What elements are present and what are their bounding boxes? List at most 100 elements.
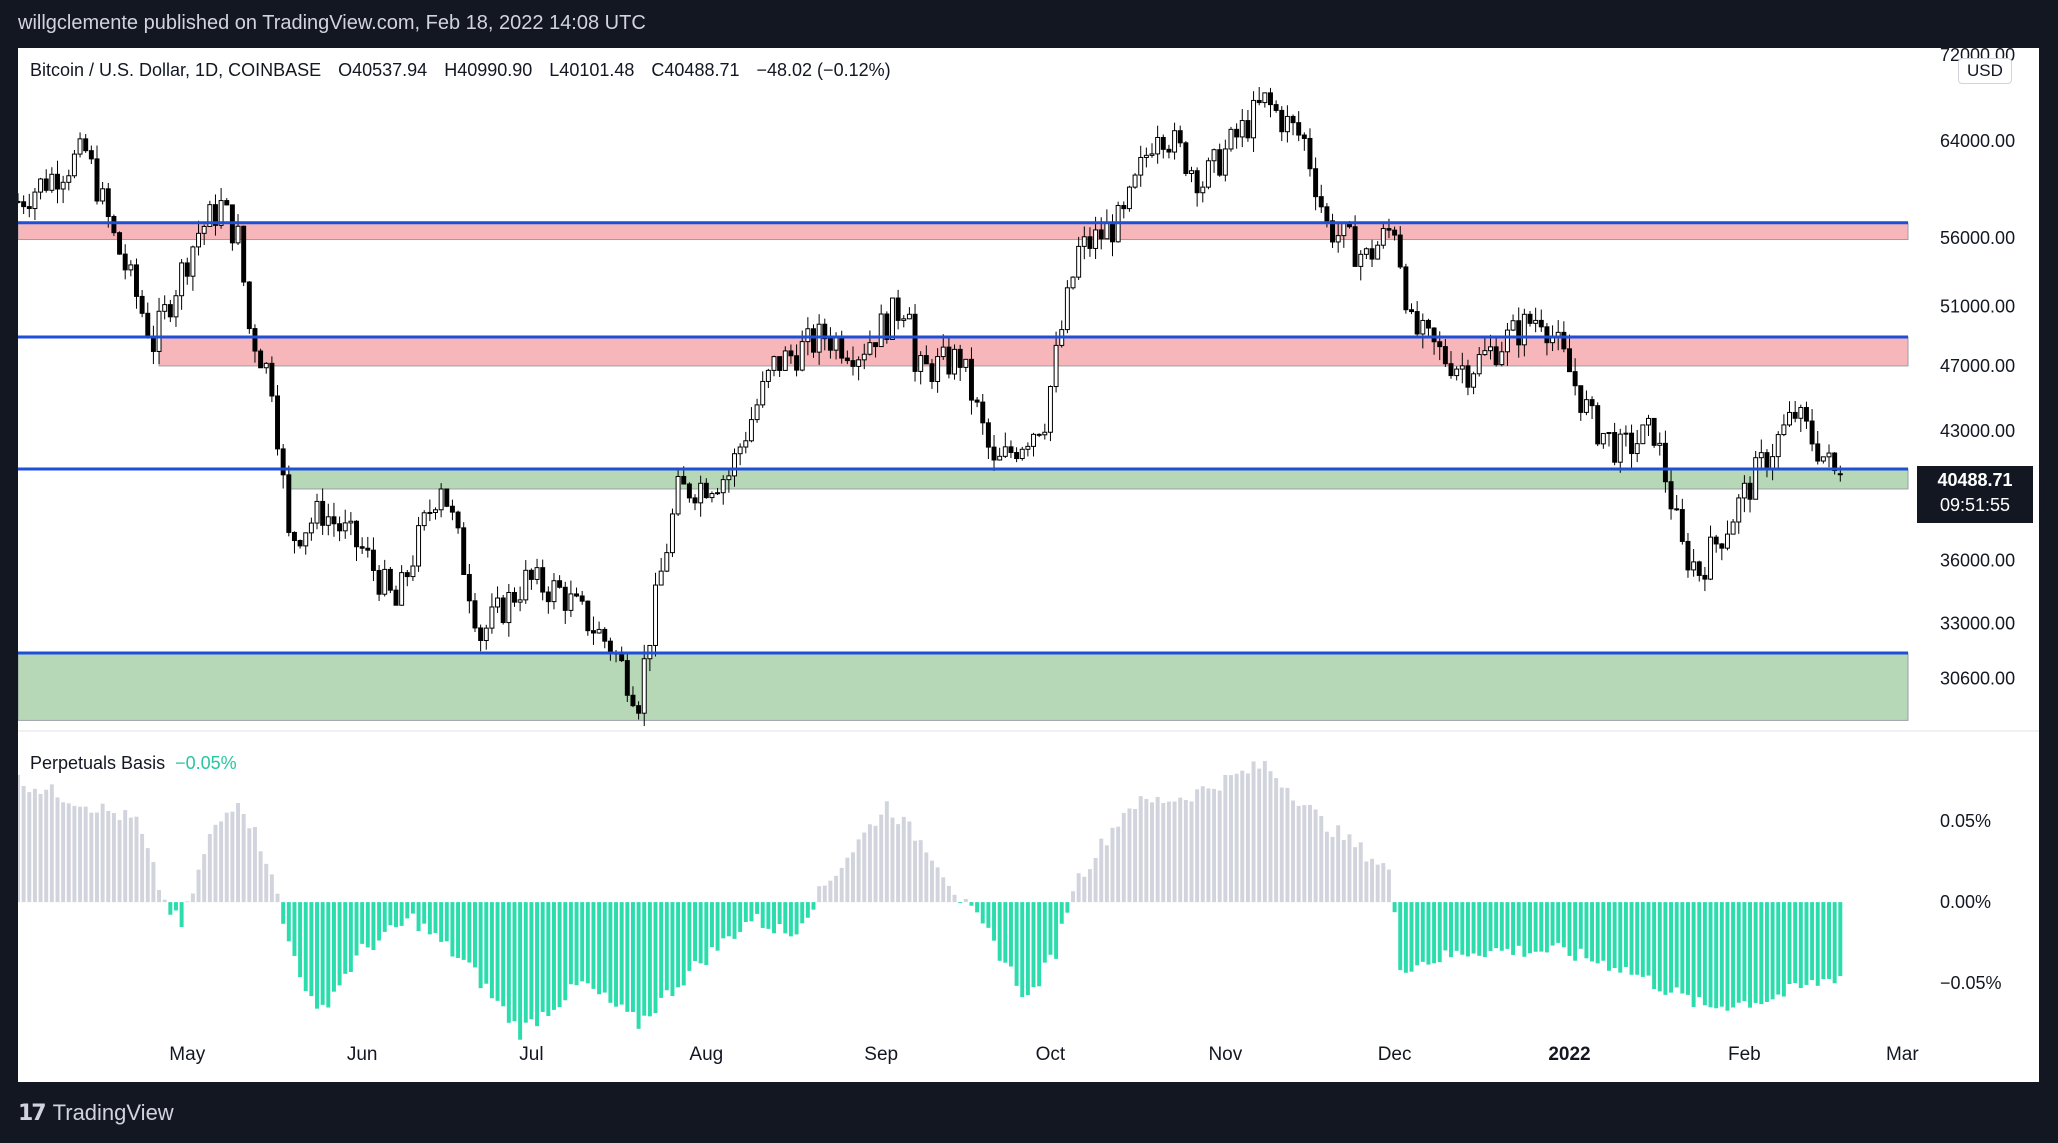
candle-body xyxy=(1425,319,1431,329)
candle xyxy=(1183,141,1189,177)
basis-bar xyxy=(337,902,342,986)
candle-body xyxy=(1273,104,1279,111)
candle xyxy=(303,532,309,555)
basis-bar xyxy=(1398,902,1403,971)
candle xyxy=(1126,185,1132,212)
basis-bar xyxy=(145,848,150,903)
candle-body xyxy=(1454,368,1460,377)
candle-body xyxy=(884,313,890,340)
basis-bar xyxy=(783,902,788,934)
basis-bar xyxy=(1082,876,1087,903)
chart-container[interactable]: 72000.00 64000.00 56000.00 51000.00 47000.00… xyxy=(18,48,2039,1082)
candle xyxy=(1138,145,1144,187)
footer-brand[interactable]: 17 TradingView xyxy=(18,1100,174,1126)
basis-bar xyxy=(1189,801,1194,903)
candle xyxy=(771,355,777,377)
basis-bar xyxy=(1499,902,1504,951)
candle xyxy=(1747,476,1753,513)
candle-body xyxy=(1014,452,1020,460)
price-chart-svg[interactable]: 72000.0064000.0056000.0051000.0047000.00… xyxy=(18,48,2039,1082)
indicator-legend[interactable]: Perpetuals Basis −0.05% xyxy=(30,753,237,774)
candle xyxy=(196,220,202,256)
candle-body xyxy=(748,419,754,442)
candle-body xyxy=(1279,109,1285,133)
candle xyxy=(337,516,343,542)
basis-bar xyxy=(1623,902,1628,967)
basis-bar xyxy=(354,902,359,956)
candle xyxy=(32,187,38,221)
basis-bar xyxy=(1014,902,1019,986)
candle-body xyxy=(1713,536,1719,545)
basis-bar xyxy=(788,902,793,937)
basis-bar xyxy=(1172,801,1177,903)
resistance-zone-1 xyxy=(158,336,1909,367)
candle xyxy=(918,351,924,385)
basis-bar xyxy=(732,902,737,939)
date-tick-label: Feb xyxy=(1728,1044,1761,1065)
currency-button[interactable]: USD xyxy=(1958,58,2012,84)
candle-body xyxy=(1307,137,1313,170)
candle xyxy=(743,431,749,454)
candle xyxy=(1651,417,1657,448)
basis-bars-layer xyxy=(18,761,1843,1040)
candle xyxy=(1335,221,1341,253)
basis-bar xyxy=(286,902,291,942)
basis-bar xyxy=(760,902,765,928)
basis-bar xyxy=(1810,902,1815,981)
basis-bar xyxy=(636,902,641,1029)
candle-body xyxy=(1296,122,1302,136)
candle-body xyxy=(314,500,320,524)
candle xyxy=(331,502,337,537)
basis-bar xyxy=(1104,845,1109,903)
candle xyxy=(1081,226,1087,260)
basis-bar xyxy=(1166,801,1171,903)
candle xyxy=(1160,134,1166,159)
basis-bar xyxy=(1037,902,1042,987)
candle-body xyxy=(382,568,388,595)
candle xyxy=(376,565,382,602)
basis-bar xyxy=(140,833,145,903)
basis-bar xyxy=(1804,902,1809,985)
candle-body xyxy=(1730,521,1736,535)
candle-body xyxy=(782,350,788,371)
basis-bar xyxy=(975,902,980,913)
basis-bar xyxy=(1392,902,1397,913)
candle-body xyxy=(585,600,591,632)
candle-body xyxy=(833,336,839,351)
candle xyxy=(1047,385,1053,442)
basis-bar xyxy=(845,857,850,903)
candle-body xyxy=(1696,561,1702,576)
candle-body xyxy=(246,281,252,330)
candle xyxy=(1431,327,1437,355)
basis-bar xyxy=(264,863,269,903)
candle xyxy=(1476,347,1482,377)
candle xyxy=(320,488,326,536)
candle-body xyxy=(1397,234,1403,268)
candle-body xyxy=(551,580,557,603)
basis-bar xyxy=(1048,902,1053,955)
candle xyxy=(827,327,833,359)
candle xyxy=(1674,494,1680,511)
basis-bar xyxy=(1556,902,1561,943)
basis-bar xyxy=(805,902,810,918)
bar-countdown: 09:51:55 xyxy=(1939,495,2011,515)
basis-bar xyxy=(1279,787,1284,903)
candle-body xyxy=(370,549,376,571)
candle-body xyxy=(534,567,540,580)
candle-body xyxy=(1719,543,1725,549)
candle-body xyxy=(348,520,354,524)
basis-bar xyxy=(896,824,901,903)
basis-bar xyxy=(1561,902,1566,948)
date-tick-label: Dec xyxy=(1378,1044,1412,1065)
candle-body xyxy=(985,422,991,448)
candle-body xyxy=(1837,473,1843,476)
basis-bar xyxy=(1262,761,1267,903)
basis-bar xyxy=(18,774,20,903)
candle xyxy=(111,214,117,236)
symbol-name[interactable]: Bitcoin / U.S. Dollar, 1D, COINBASE xyxy=(30,60,322,80)
candle xyxy=(1200,181,1206,203)
basis-bar xyxy=(913,840,918,903)
candle-body xyxy=(641,658,647,714)
basis-bar xyxy=(1341,839,1346,903)
candle-body xyxy=(1538,319,1544,328)
